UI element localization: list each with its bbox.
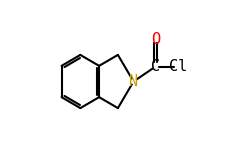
Text: N: N (129, 74, 138, 89)
Text: C: C (150, 59, 159, 74)
Text: Cl: Cl (168, 59, 186, 74)
Text: O: O (150, 32, 159, 47)
